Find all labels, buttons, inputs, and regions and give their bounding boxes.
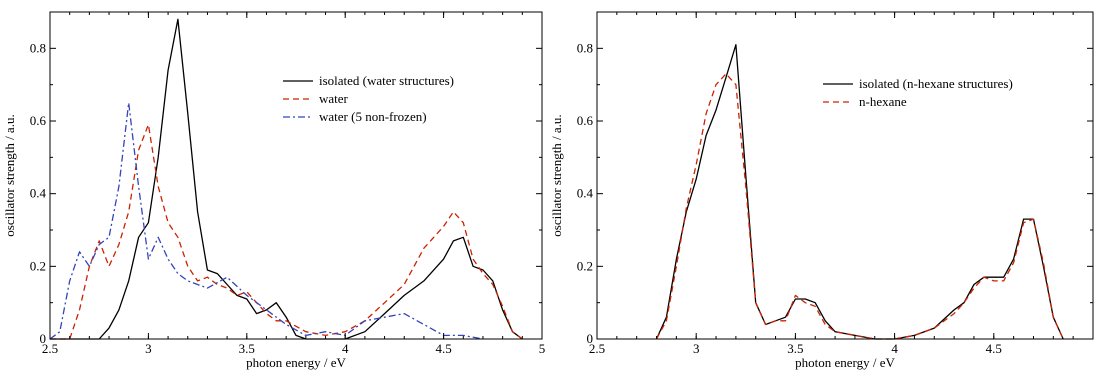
series-line-1-1 [50, 18, 523, 340]
legend-label: isolated (water structures) [319, 73, 454, 88]
legend-label: isolated (n-hexane structures) [859, 76, 1013, 91]
x-tick-label: 3 [693, 341, 700, 356]
x-tick-label: 3 [145, 341, 152, 356]
series-line-1-2 [50, 123, 523, 340]
legend-label: n-hexane [859, 94, 907, 109]
x-tick-label: 3.5 [787, 341, 803, 356]
y-tick-label: 0 [40, 331, 47, 346]
legend: isolated (water structures) water water (5… [283, 73, 454, 124]
x-tick-label: 2.5 [589, 341, 605, 356]
chart-panel-1: 2.5 3 3.5 4 4.5 5 0 0.2 0.4 0.6 0.8 photon energy /… [2, 11, 546, 370]
legend: isolated (n-hexane structures) n-hexane [823, 76, 1013, 109]
y-tick-label: 0.4 [30, 186, 47, 201]
y-tick-label: 0.2 [577, 258, 593, 273]
legend-label: water (5 non-frozen) [319, 109, 427, 124]
x-tick-label: 4 [342, 341, 349, 356]
y-tick-label: 0.4 [577, 186, 594, 201]
series-line-2-1 [655, 44, 1064, 340]
series-line-1-3 [49, 102, 484, 340]
y-tick-label: 0.8 [30, 40, 46, 55]
y-tick-label: 0.6 [577, 113, 594, 128]
y-tick-label: 0.2 [30, 258, 46, 273]
chart-panel-2: 2.5 3 3.5 4 4.5 0 0.2 0.4 0.6 0.8 photon energy / … [549, 11, 1094, 370]
x-tick-label: 2.5 [42, 341, 58, 356]
plot-frame [596, 11, 1094, 340]
plot-frame [49, 11, 543, 340]
x-tick-label: 4.5 [435, 341, 451, 356]
series-line-2-2 [655, 73, 1064, 340]
y-tick-label: 0.8 [577, 40, 593, 55]
y-axis-label: oscillator strength / a.u. [549, 114, 564, 236]
x-tick-label: 5 [539, 341, 546, 356]
y-axis-label: oscillator strength / a.u. [2, 114, 17, 236]
x-tick-label: 4 [891, 341, 898, 356]
y-tick-label: 0 [587, 331, 594, 346]
x-tick-label: 3.5 [239, 341, 255, 356]
legend-label: water [319, 91, 349, 106]
x-axis-label: photon energy / eV [795, 355, 895, 370]
x-tick-label: 4.5 [986, 341, 1002, 356]
y-tick-label: 0.6 [30, 113, 47, 128]
x-axis-label: photon energy / eV [246, 355, 346, 370]
